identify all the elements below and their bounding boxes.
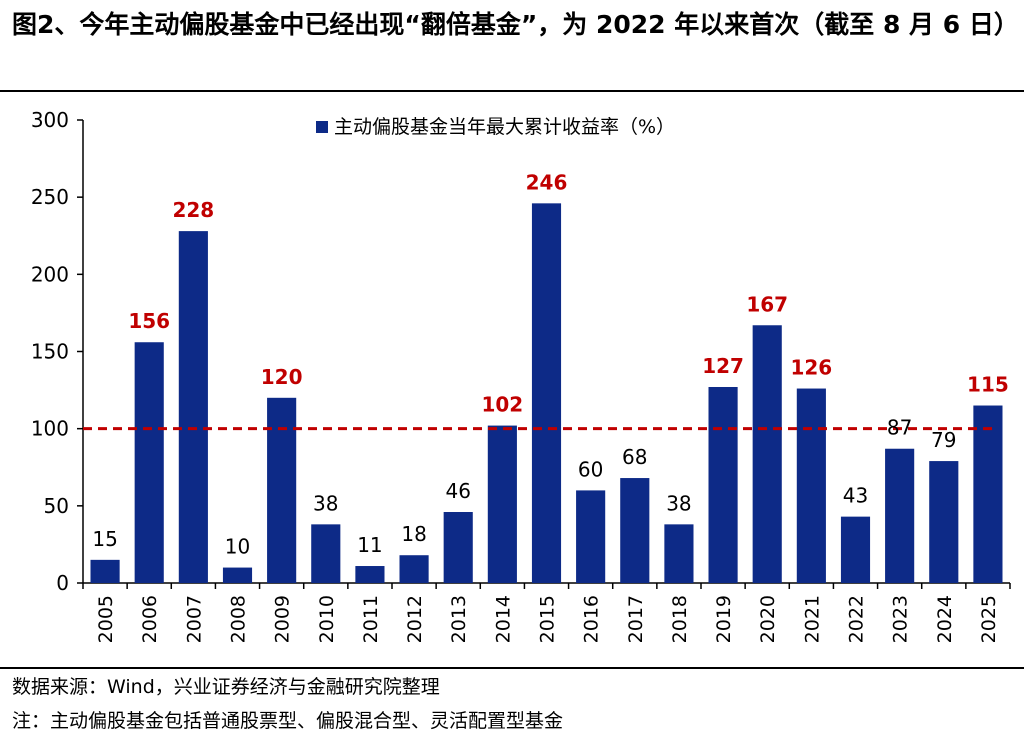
bar-2006 (134, 342, 164, 583)
source-note: 数据来源：Wind，兴业证券经济与金融研究院整理 (12, 676, 440, 698)
bar-2021 (796, 388, 826, 583)
x-axis: 2005 2006 2007 2008 2009 2010 2011 2012 2013 2014… (82, 582, 1011, 643)
bar-2013 (443, 512, 473, 583)
footer-divider (0, 667, 1024, 669)
data-label-2005: 15 (92, 527, 117, 551)
data-label-2017: 68 (622, 445, 647, 469)
x-tick-label: 2018 (669, 595, 691, 643)
data-label-2020: 167 (746, 292, 788, 316)
legend-swatch (316, 121, 328, 133)
bar-2019 (708, 386, 738, 583)
y-tick-label: 150 (31, 340, 69, 364)
data-label-2011: 11 (357, 533, 382, 557)
bar-2007 (178, 231, 208, 583)
x-tick-label: 2020 (757, 595, 779, 643)
data-label-2023: 87 (887, 416, 912, 440)
data-labels: 15 156 228 10 120 38 11 18 46 102 246 60 68 38 127 167 1… (92, 170, 1008, 558)
data-label-2013: 46 (445, 479, 470, 503)
x-tick-label: 2023 (890, 595, 912, 643)
x-tick-label: 2021 (801, 595, 823, 643)
data-label-2025: 115 (967, 373, 1009, 397)
data-label-2019: 127 (702, 354, 744, 378)
x-tick-label: 2014 (492, 595, 514, 643)
data-label-2015: 246 (526, 170, 568, 194)
bar-2025 (973, 405, 1003, 583)
x-tick-label: 2006 (139, 595, 161, 643)
bar-2010 (311, 524, 341, 583)
bar-2022 (840, 516, 871, 583)
x-tick-label: 2010 (316, 595, 338, 643)
y-tick-label: 0 (56, 571, 69, 595)
bar-2009 (267, 397, 297, 583)
data-label-2024: 79 (931, 428, 956, 452)
chart-title: 图2、今年主动偏股基金中已经出现“翻倍基金”，为 2022 年以来首次（截至 8… (12, 10, 1019, 39)
y-tick-label: 300 (31, 108, 69, 132)
bar-series (90, 203, 1003, 583)
y-tick-label: 200 (31, 262, 69, 286)
bar-2018 (664, 524, 694, 583)
data-label-2007: 228 (172, 198, 214, 222)
data-label-2018: 38 (666, 491, 691, 515)
legend-label: 主动偏股基金当年最大累计收益率（%） (334, 116, 675, 138)
data-label-2009: 120 (261, 365, 303, 389)
bar-2005 (90, 559, 120, 583)
y-tick-label: 250 (31, 185, 69, 209)
bar-2012 (399, 555, 429, 583)
y-tick-label: 100 (31, 417, 69, 441)
x-tick-label: 2008 (228, 595, 250, 643)
x-tick-label: 2015 (537, 595, 559, 643)
y-axis: 0 50 100 150 200 250 300 (31, 108, 84, 595)
x-tick-label: 2007 (183, 595, 205, 643)
x-tick-label: 2017 (625, 595, 647, 643)
x-tick-label: 2009 (272, 595, 294, 643)
bar-2014 (487, 425, 517, 583)
x-tick-label: 2011 (360, 595, 382, 643)
footnote: 注：主动偏股基金包括普通股票型、偏股混合型、灵活配置型基金 (12, 710, 564, 732)
bar-2020 (752, 325, 782, 583)
y-tick-label: 50 (44, 494, 69, 518)
x-tick-label: 2005 (95, 595, 117, 643)
data-label-2008: 10 (225, 535, 250, 559)
bar-2017 (620, 478, 650, 583)
bar-2011 (355, 566, 385, 583)
data-label-2014: 102 (481, 393, 523, 417)
data-label-2006: 156 (128, 309, 170, 333)
data-label-2016: 60 (578, 457, 603, 481)
x-tick-label: 2012 (404, 595, 426, 643)
bar-2015 (531, 203, 562, 583)
legend: 主动偏股基金当年最大累计收益率（%） (316, 116, 675, 138)
x-tick-label: 2016 (581, 595, 603, 643)
bar-2023 (885, 448, 915, 583)
x-tick-label: 2025 (978, 595, 1000, 643)
data-label-2012: 18 (401, 522, 426, 546)
bar-2008 (222, 567, 253, 583)
x-tick-label: 2024 (934, 595, 956, 643)
bar-2016 (576, 490, 606, 583)
bar-2024 (929, 461, 959, 583)
x-tick-label: 2013 (448, 595, 470, 643)
data-label-2021: 126 (790, 356, 832, 380)
x-tick-label: 2019 (713, 595, 735, 643)
x-tick-label: 2022 (846, 595, 868, 643)
data-label-2010: 38 (313, 491, 338, 515)
data-label-2022: 43 (843, 484, 868, 508)
title-divider (0, 90, 1024, 92)
